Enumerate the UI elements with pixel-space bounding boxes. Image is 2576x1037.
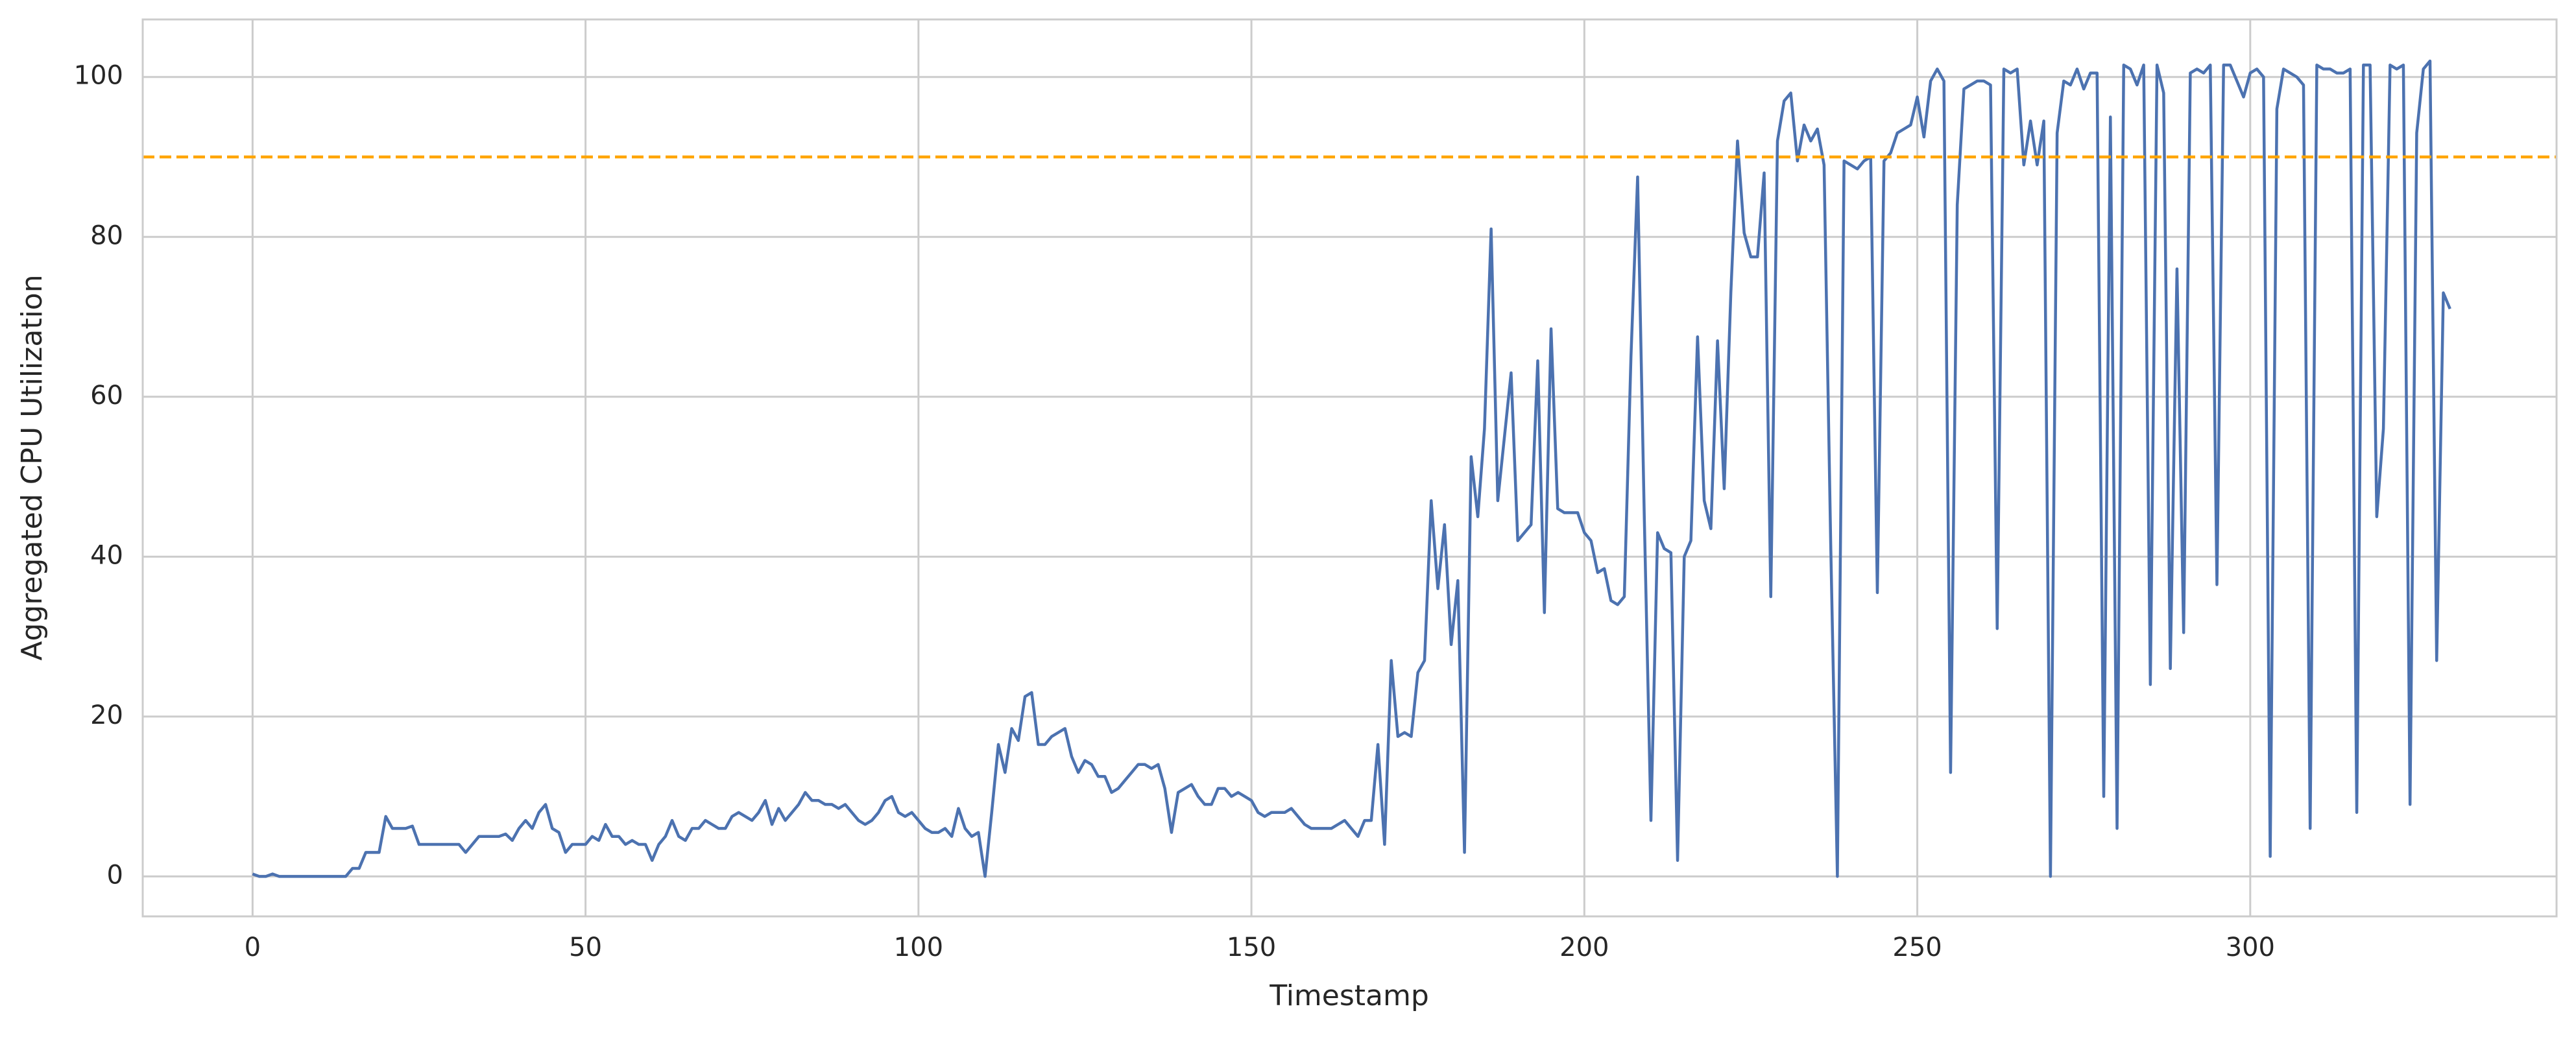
data-line <box>252 59 2451 878</box>
y-tick-label: 100 <box>74 61 123 91</box>
y-tick-label: 60 <box>90 381 123 411</box>
x-tick-label: 250 <box>1892 933 1942 962</box>
x-tick-label: 100 <box>894 933 943 962</box>
y-tick-label: 20 <box>90 700 123 730</box>
x-tick-label: 200 <box>1559 933 1609 962</box>
x-tick-label: 150 <box>1227 933 1276 962</box>
plot-frame <box>141 18 2558 918</box>
y-axis-label: Aggregated CPU Utilization <box>16 274 49 660</box>
y-tick-label: 0 <box>107 860 123 890</box>
y-tick-label: 40 <box>90 540 123 570</box>
x-tick-label: 300 <box>2226 933 2275 962</box>
x-tick-label: 0 <box>245 933 261 962</box>
x-axis-label: Timestamp <box>1269 979 1429 1012</box>
y-tick-label: 80 <box>90 221 123 250</box>
x-tick-label: 50 <box>569 933 602 962</box>
